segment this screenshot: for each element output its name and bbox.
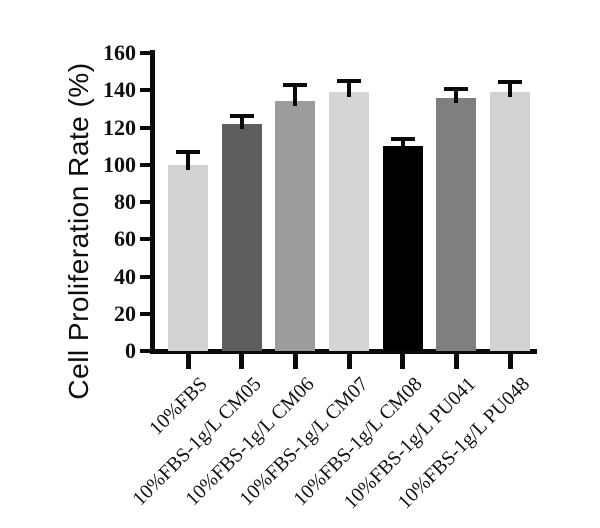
y-tick-label: 160	[103, 40, 136, 65]
y-tick-label: 100	[103, 151, 136, 177]
y-tick-label: 140	[103, 77, 136, 103]
error-bar-line	[454, 89, 459, 103]
error-bar-line	[400, 138, 405, 152]
y-tick-label: 40	[114, 263, 136, 289]
x-axis-line	[150, 349, 537, 354]
y-axis-tick	[140, 349, 153, 353]
y-axis-tick	[140, 311, 153, 316]
y-tick-label: 0	[125, 338, 136, 363]
bar	[221, 123, 262, 351]
y-tick-label: 120	[103, 114, 136, 140]
error-bar-cap	[390, 136, 415, 141]
error-bar-line	[347, 80, 351, 98]
bar	[436, 97, 477, 351]
y-tick-label: 60	[114, 226, 136, 252]
bar	[168, 164, 208, 351]
x-axis-tick	[346, 354, 352, 369]
y-axis-tick	[140, 88, 153, 93]
error-bar-cap	[444, 87, 469, 92]
error-bar-line	[186, 151, 190, 170]
y-axis-tick	[140, 51, 153, 55]
error-bar-cap	[229, 114, 254, 119]
y-axis-tick	[140, 125, 153, 130]
y-tick-label: 20	[114, 300, 136, 326]
x-axis-tick	[453, 354, 459, 369]
x-axis-tick	[185, 354, 191, 369]
y-axis-tick	[140, 274, 153, 279]
x-axis-tick	[239, 354, 245, 369]
y-axis-tick	[140, 200, 153, 204]
error-bar-cap	[337, 78, 361, 83]
error-bar-cap	[283, 82, 308, 87]
bar	[490, 92, 531, 351]
y-tick-label: 80	[114, 189, 136, 214]
error-bar-cap	[498, 79, 523, 84]
y-axis-tick	[140, 237, 153, 242]
x-axis-tick	[400, 354, 406, 369]
bar	[382, 146, 423, 351]
error-bar-line	[239, 116, 244, 129]
bar	[329, 92, 369, 351]
y-axis-tick	[140, 162, 153, 167]
error-bar-cap	[176, 149, 200, 154]
error-bar-line	[508, 81, 513, 98]
error-bar-line	[293, 84, 298, 107]
bar	[275, 101, 316, 351]
x-axis-tick	[507, 354, 513, 369]
x-axis-tick	[292, 354, 298, 369]
